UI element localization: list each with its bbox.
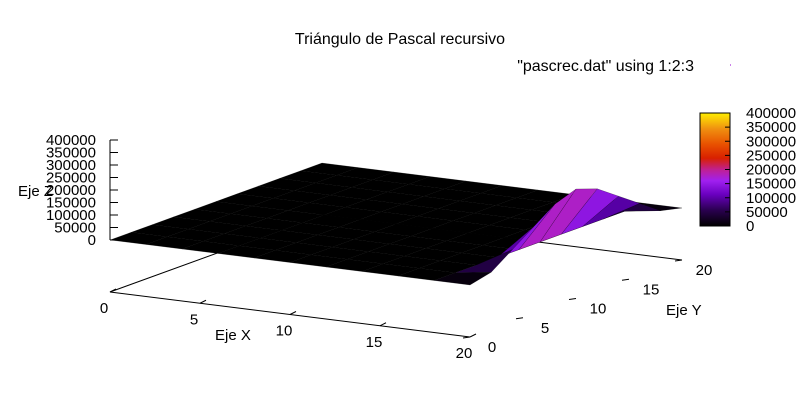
z-tick-label: 400000 xyxy=(46,132,96,149)
z-tick-label: 300000 xyxy=(46,157,96,174)
z-tick-label: 0 xyxy=(88,232,96,249)
y-tick-mark xyxy=(621,278,630,281)
y-tick-label: 5 xyxy=(541,320,549,337)
chart-title: Triángulo de Pascal recursivo xyxy=(295,31,505,48)
y-tick-mark xyxy=(568,298,577,300)
legend-entry: "pascrec.dat" using 1:2:3 xyxy=(517,58,694,75)
x-tick-label: 10 xyxy=(276,323,293,340)
x-axis-label: Eje X xyxy=(215,327,251,344)
x-tick-mark xyxy=(379,322,387,327)
z-tick-label: 100000 xyxy=(46,207,96,224)
y-tick-label: 20 xyxy=(696,262,713,279)
colorbar-tick-label: 350000 xyxy=(746,119,796,136)
y-tick-label: 0 xyxy=(488,339,496,356)
colorbar-tick-label: 100000 xyxy=(746,190,796,207)
surface-mesh xyxy=(109,162,683,286)
z-tick-label: 200000 xyxy=(46,182,96,199)
z-tick-label: 50000 xyxy=(54,220,96,237)
z-axis: 0500001000001500002000002500003000003500… xyxy=(46,132,118,249)
y-tick-label: 10 xyxy=(590,301,607,318)
surface-cell xyxy=(433,272,492,286)
y-tick-mark xyxy=(515,317,524,320)
x-tick-label: 5 xyxy=(190,311,198,328)
colorbar-tick-label: 250000 xyxy=(746,147,796,164)
x-tick-label: 0 xyxy=(100,300,108,317)
colorbar-tick-label: 200000 xyxy=(746,162,796,179)
colorbar-tick-label: 300000 xyxy=(746,133,796,150)
y-tick-mark xyxy=(462,336,471,339)
z-tick-label: 150000 xyxy=(46,195,96,212)
colorbar-tick-label: 150000 xyxy=(746,176,796,193)
y-axis: 0 5 10 15 20 xyxy=(462,259,713,356)
colorbar-ticks: 0500001000001500002000002500003000003500… xyxy=(725,105,796,235)
colorbar-tick-label: 400000 xyxy=(746,105,796,122)
x-tick-mark xyxy=(289,311,297,315)
z-tick-label: 350000 xyxy=(46,145,96,162)
x-tick-mark xyxy=(109,288,117,293)
x-axis: 0 5 10 15 20 xyxy=(100,288,477,362)
colorbar-tick-label: 0 xyxy=(746,218,754,235)
y-axis-label: Eje Y xyxy=(666,302,702,319)
z-axis-label: Eje Z xyxy=(18,183,53,200)
x-tick-label: 15 xyxy=(366,334,383,351)
x-tick-label: 20 xyxy=(456,345,473,362)
y-tick-mark xyxy=(674,259,683,262)
x-tick-mark xyxy=(469,333,477,338)
y-tick-label: 15 xyxy=(643,281,660,298)
x-tick-mark xyxy=(199,299,207,304)
z-tick-label: 250000 xyxy=(46,170,96,187)
colorbar-tick-label: 50000 xyxy=(746,204,788,221)
